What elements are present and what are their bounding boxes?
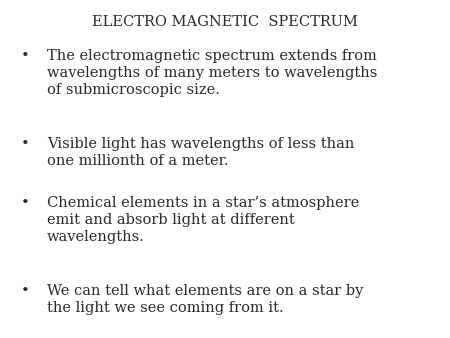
Text: We can tell what elements are on a star by
the light we see coming from it.: We can tell what elements are on a star …: [47, 284, 364, 315]
Text: ELECTRO MAGNETIC  SPECTRUM: ELECTRO MAGNETIC SPECTRUM: [92, 15, 358, 29]
Text: •: •: [20, 196, 29, 210]
Text: •: •: [20, 49, 29, 63]
Text: •: •: [20, 284, 29, 298]
Text: The electromagnetic spectrum extends from
wavelengths of many meters to waveleng: The electromagnetic spectrum extends fro…: [47, 49, 378, 97]
Text: Chemical elements in a star’s atmosphere
emit and absorb light at different
wave: Chemical elements in a star’s atmosphere…: [47, 196, 360, 244]
Text: •: •: [20, 137, 29, 151]
Text: Visible light has wavelengths of less than
one millionth of a meter.: Visible light has wavelengths of less th…: [47, 137, 355, 168]
